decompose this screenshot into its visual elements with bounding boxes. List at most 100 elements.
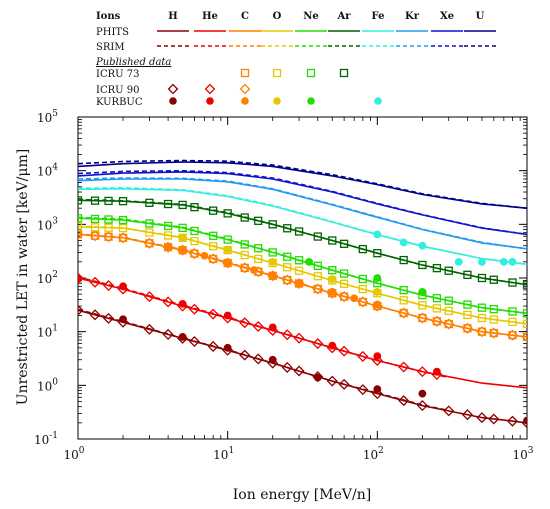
icru90-point-he xyxy=(162,296,174,308)
srim-line-xe xyxy=(78,169,527,236)
kurbuc-point-c xyxy=(350,294,359,303)
icru73-point-o xyxy=(432,304,442,313)
legend-kurbuc-marker-o xyxy=(273,97,281,105)
icru90-point-h xyxy=(188,335,200,348)
icru90-point-he xyxy=(281,329,293,341)
icru73-point-ar xyxy=(190,202,199,212)
icru73-point-o xyxy=(163,231,173,240)
y-tick-label: 105 xyxy=(37,109,58,125)
icru90-point-h xyxy=(371,388,383,400)
icru73-point-ne xyxy=(118,215,128,225)
icru90-point-h xyxy=(506,415,519,427)
icru73-point-c xyxy=(358,297,367,307)
y-tick-label: 10-1 xyxy=(34,431,58,447)
icru73-point-c xyxy=(283,275,292,285)
legend-ions-header: Ions xyxy=(96,11,121,22)
kurbuc-point-h xyxy=(313,373,322,382)
icru73-point-ar xyxy=(432,263,442,273)
kurbuc-point-ne xyxy=(418,288,427,296)
icru90-point-h xyxy=(103,312,115,324)
icru90-point-he xyxy=(357,350,369,362)
icru90-point-h xyxy=(143,323,155,335)
kurbuc-point-fe xyxy=(418,241,427,250)
legend-ion-he: He xyxy=(202,11,218,22)
icru73-point-c xyxy=(90,231,100,240)
icru73-point-ar xyxy=(223,209,232,218)
legend-icru73-marker-o xyxy=(272,68,282,78)
kurbuc-point-h xyxy=(523,416,527,425)
icru90-point-c xyxy=(89,230,101,242)
plot-frame xyxy=(77,116,528,440)
icru90-point-h xyxy=(357,384,369,396)
icru90-point-c xyxy=(281,274,293,286)
icru73-point-c xyxy=(432,317,442,326)
icru73-point-ar xyxy=(163,199,173,209)
y-tick-label: 102 xyxy=(37,270,58,286)
icru73-point-c xyxy=(104,232,113,241)
icru73-point-ne xyxy=(399,286,408,295)
kurbuc-point-c xyxy=(200,251,209,260)
srim-line-u xyxy=(78,159,527,209)
kurbuc-point-fe xyxy=(399,238,408,247)
icru90-point-c xyxy=(506,329,519,341)
icru90-point-c xyxy=(488,327,500,339)
icru73-point-o xyxy=(190,236,199,246)
icru73-point-ne xyxy=(90,214,100,224)
icru90-point-c xyxy=(207,253,219,265)
kurbuc-point-c xyxy=(268,271,277,280)
icru90-point-h xyxy=(488,413,500,425)
icru90-point-c xyxy=(117,232,129,244)
icru73-point-ar xyxy=(104,196,113,206)
icru90-point-h xyxy=(443,405,455,417)
kurbuc-point-o xyxy=(373,288,382,296)
icru90-point-h xyxy=(162,328,174,340)
kurbuc-point-h xyxy=(373,385,382,394)
kurbuc-point-o xyxy=(178,233,187,242)
icru90-point-h xyxy=(398,395,410,407)
x-tick-label: 102 xyxy=(363,446,384,462)
icru73-point-o xyxy=(254,254,263,264)
icru90-point-h xyxy=(89,309,101,321)
icru73-point-ne xyxy=(358,274,367,284)
legend-icru73-marker-ar xyxy=(339,68,349,78)
legend-kurbuc-marker-c xyxy=(241,97,249,105)
legend-kurbuc-marker-he xyxy=(206,97,214,105)
legend-ion-u: U xyxy=(476,11,485,22)
icru73-point-c xyxy=(209,254,218,264)
kurbuc-point-he xyxy=(432,367,441,376)
icru73-point-ne xyxy=(432,294,442,303)
icru73-point-o xyxy=(209,242,218,251)
icru90-point-h xyxy=(476,412,488,424)
legend-kurbuc-marker-fe xyxy=(374,97,382,105)
icru73-point-o xyxy=(399,296,408,305)
srim-line-h xyxy=(78,308,449,412)
icru73-point-ar xyxy=(373,249,382,258)
legend-ion-kr: Kr xyxy=(405,11,420,22)
legend-label-kurbuc: KURBUC xyxy=(96,97,143,108)
icru73-point-ne xyxy=(283,252,292,261)
icru73-point-o xyxy=(508,317,517,327)
icru73-point-ar xyxy=(145,198,154,207)
x-tick-label: 103 xyxy=(512,446,533,462)
kurbuc-point-fe xyxy=(373,230,382,239)
icru73-point-ne xyxy=(163,221,173,231)
y-tick-label: 100 xyxy=(37,377,58,393)
icru90-point-h xyxy=(78,304,84,316)
icru73-point-ne xyxy=(209,231,218,240)
icru90-point-h xyxy=(326,375,338,387)
icru90-point-c xyxy=(521,331,527,343)
kurbuc-point-h xyxy=(268,355,277,364)
x-tick-label: 100 xyxy=(63,446,84,462)
icru90-point-c xyxy=(103,231,115,243)
icru73-point-ar xyxy=(489,275,498,284)
icru90-point-h xyxy=(281,361,293,373)
kurbuc-point-o xyxy=(223,245,232,254)
icru73-point-o xyxy=(313,272,322,281)
icru90-point-he xyxy=(103,280,115,292)
legend-kurbuc-marker-h xyxy=(169,97,177,105)
icru73-point-ar xyxy=(418,260,427,270)
icru73-point-ne xyxy=(294,256,304,265)
kurbuc-point-c xyxy=(295,279,303,288)
legend-ion-ne: Ne xyxy=(303,11,319,22)
